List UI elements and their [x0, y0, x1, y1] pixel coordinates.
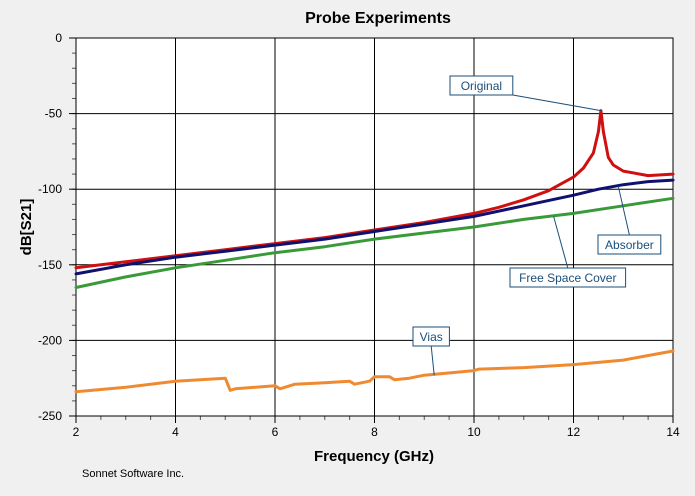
annotation-label-free-space-cover: Free Space Cover [519, 271, 616, 285]
annotation-leader-free-space-cover [553, 216, 569, 269]
series-line-absorber [74, 178, 675, 276]
y-tick-label: -200 [38, 333, 62, 347]
annotation-label-vias: Vias [420, 330, 443, 344]
x-tick-label: 8 [371, 425, 378, 439]
series-line-free-space-cover [74, 196, 675, 289]
x-tick-label: 2 [73, 425, 80, 439]
annotation-box-vias [412, 326, 450, 347]
annotation-label-original: Original [461, 79, 502, 93]
series-line-vias [74, 349, 675, 394]
plot-border [75, 37, 674, 417]
y-tick-label: 0 [55, 31, 62, 45]
annotation-box-free-space-cover [509, 267, 627, 288]
x-tick-label: 4 [172, 425, 179, 439]
x-axis-label: Frequency (GHz) [314, 448, 434, 465]
annotation-leader-original [512, 94, 601, 112]
y-tick-label: -50 [45, 107, 63, 121]
annotation-label-absorber: Absorber [605, 238, 654, 252]
x-tick-label: 6 [272, 425, 279, 439]
chart-title: Probe Experiments [305, 10, 451, 27]
y-tick-label: -100 [38, 182, 62, 196]
y-tick-label: -150 [38, 258, 62, 272]
annotation-box-absorber [597, 234, 662, 255]
annotation-leader-vias [430, 345, 435, 376]
footer-credit: Sonnet Software Inc. [82, 468, 185, 480]
x-tick-label: 10 [467, 425, 481, 439]
annotation-box-original [449, 75, 514, 96]
annotation-leader-absorber [617, 186, 630, 236]
x-tick-label: 14 [666, 425, 680, 439]
y-axis-label: dB[S21] [18, 199, 35, 256]
y-tick-label: -250 [38, 409, 62, 423]
x-tick-label: 12 [567, 425, 581, 439]
